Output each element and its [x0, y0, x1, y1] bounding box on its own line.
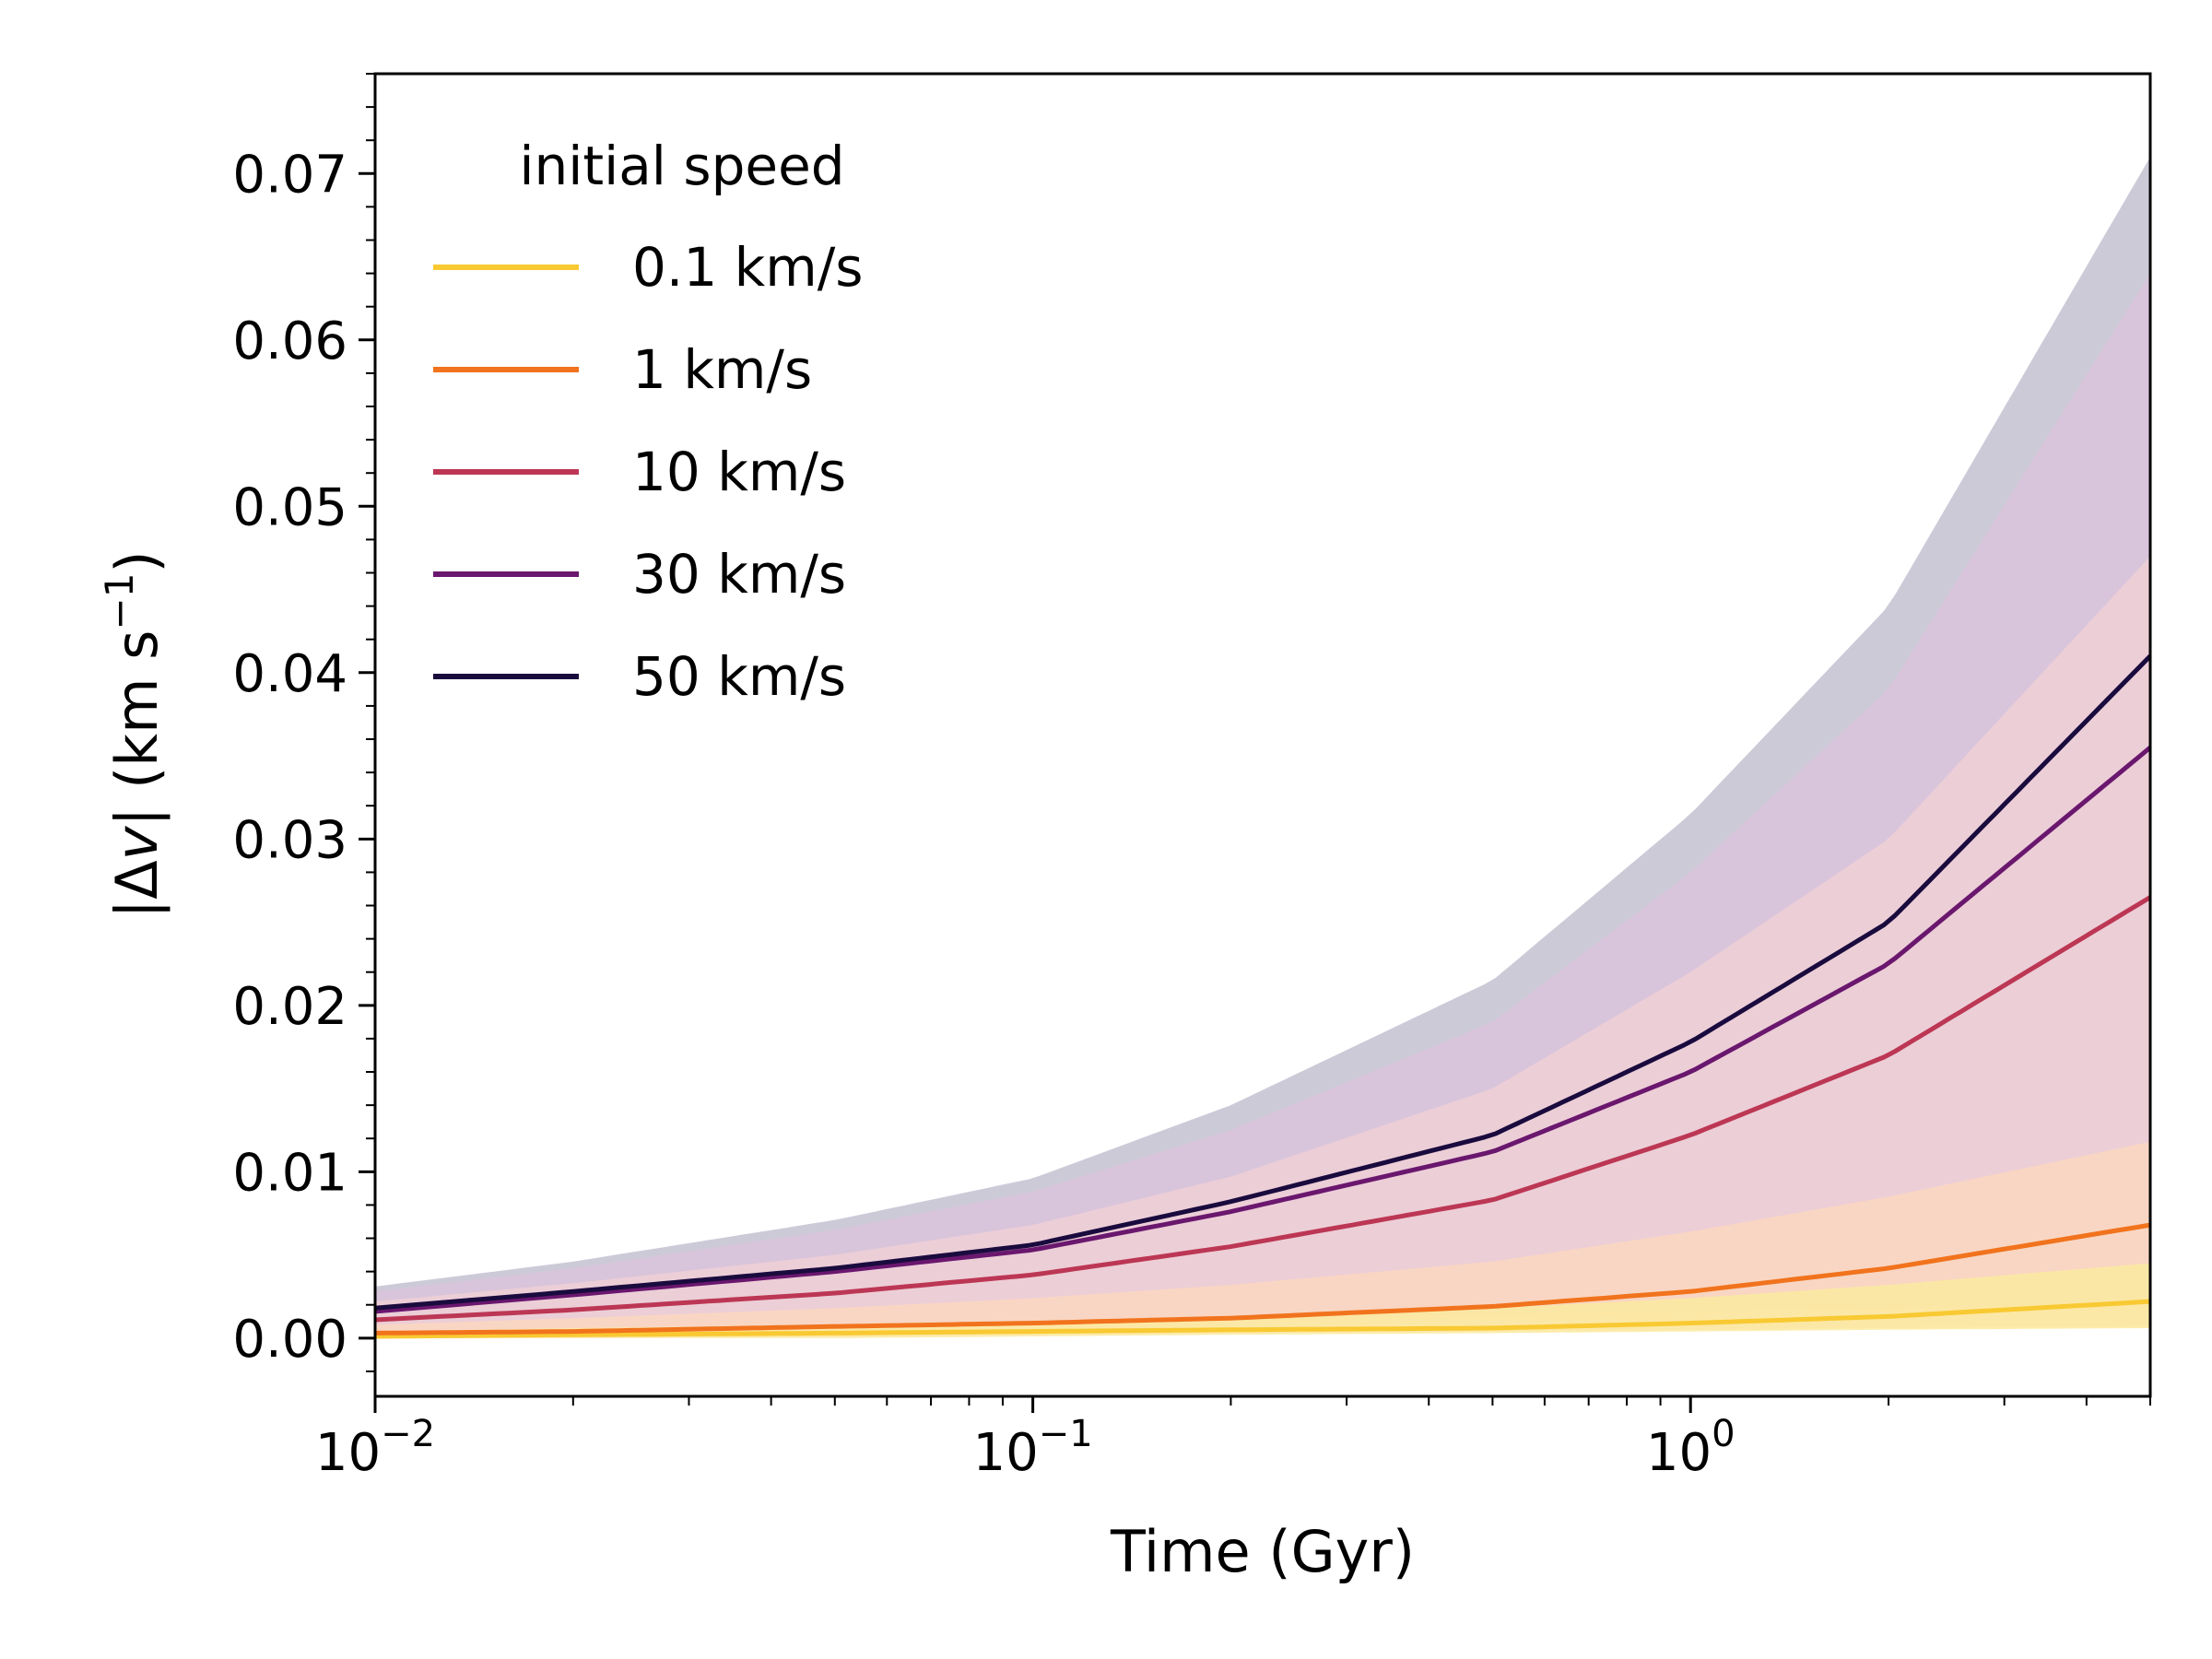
- band-10-km-s: [375, 556, 2150, 1334]
- line-10-km-s: [374, 895, 2152, 1323]
- y-axis-label-exp: −1: [97, 573, 142, 630]
- series-lines: [374, 654, 2152, 1339]
- line-30-km-s: [374, 746, 2152, 1314]
- line-0-1-km-s: [374, 1299, 2151, 1339]
- y-axis-label: |Δv| (km s−1): [97, 550, 171, 918]
- x-axis: 10−2 10−1 100: [315, 1396, 2151, 1483]
- x-tick-label: 100: [1646, 1413, 1735, 1483]
- y-tick-label: 0.02: [232, 977, 347, 1037]
- legend-title: initial speed: [519, 135, 844, 197]
- y-axis-label-var: v: [103, 825, 171, 860]
- x-tick-label: 10−2: [315, 1413, 435, 1483]
- legend-label-30-km-s: 30 km/s: [632, 543, 846, 606]
- band-0-1-km-s: [375, 1263, 2150, 1338]
- y-tick-label: 0.00: [232, 1310, 347, 1370]
- x-axis-label: Time (Gyr): [1110, 1518, 1415, 1585]
- y-tick-label: 0.07: [232, 145, 347, 205]
- y-axis: 0.00 0.01 0.02 0.03 0.04 0.05 0.06 0.07: [232, 73, 375, 1372]
- legend-label-1-km-s: 1 km/s: [632, 338, 812, 401]
- y-tick-label: 0.06: [232, 312, 347, 371]
- x-tick-label: 10−1: [972, 1413, 1092, 1483]
- y-tick-label: 0.05: [232, 477, 347, 537]
- y-tick-label: 0.04: [232, 644, 347, 704]
- plot-frame: [373, 72, 2152, 1398]
- y-axis-label-close: | (km s: [103, 630, 171, 827]
- y-axis-label-open: |Δ: [103, 860, 171, 918]
- legend-label-10-km-s: 10 km/s: [632, 441, 846, 503]
- y-tick-label: 0.01: [232, 1143, 347, 1203]
- legend: initial speed 0.1 km/s 1 km/s 10 km/s 30 km…: [433, 135, 864, 708]
- y-tick-label: 0.03: [232, 810, 347, 870]
- line-1-km-s: [374, 1222, 2151, 1335]
- legend-label-0-1-km-s: 0.1 km/s: [632, 236, 864, 299]
- line-50-km-s: [374, 654, 2152, 1311]
- y-axis-label-end: ): [103, 550, 171, 572]
- legend-label-50-km-s: 50 km/s: [632, 645, 846, 708]
